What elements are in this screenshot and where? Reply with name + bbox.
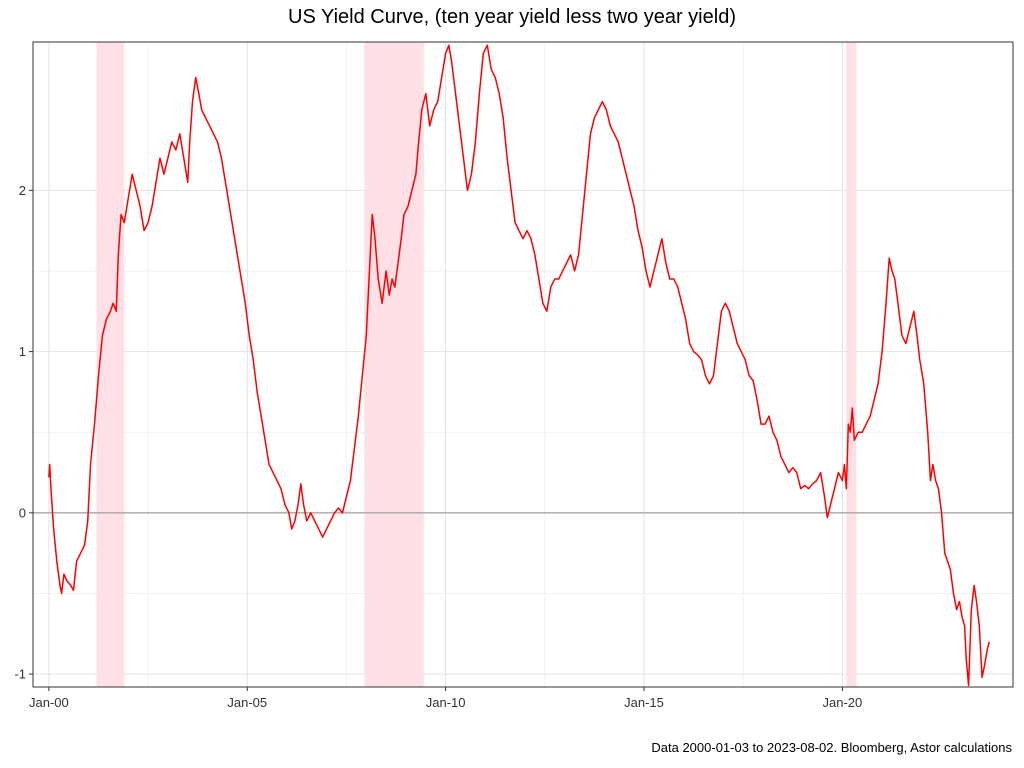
recession-band: [96, 42, 125, 687]
x-tick-label: Jan-15: [624, 695, 664, 710]
y-tick-label: 0: [19, 505, 26, 520]
recession-band: [846, 42, 857, 687]
y-tick-label: -1: [14, 667, 26, 682]
plot-panel-border: [32, 41, 1014, 688]
chart-title: US Yield Curve, (ten year yield less two…: [288, 6, 736, 28]
y-tick-label: 1: [19, 344, 26, 359]
series-line: [48, 44, 990, 687]
x-tick-label: Jan-05: [227, 695, 267, 710]
x-tick-label: Jan-10: [426, 695, 466, 710]
x-tick-label: Jan-20: [823, 695, 863, 710]
chart-caption: Data 2000-01-03 to 2023-08-02. Bloomberg…: [651, 740, 1012, 755]
x-tick-label: Jan-00: [29, 695, 69, 710]
recession-band: [364, 42, 424, 687]
y-tick-label: 2: [19, 183, 26, 198]
